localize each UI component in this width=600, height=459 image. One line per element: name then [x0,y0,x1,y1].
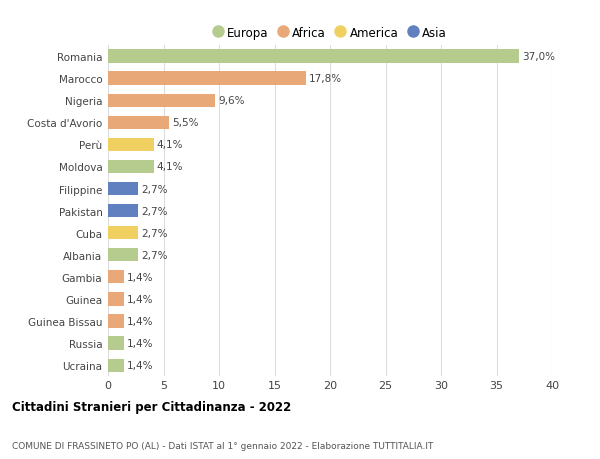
Text: 2,7%: 2,7% [142,228,168,238]
Bar [108,227,138,240]
Legend: Europa, Africa, America, Asia: Europa, Africa, America, Asia [208,22,452,45]
Bar [108,95,215,107]
Bar [108,50,519,63]
Bar [108,139,154,151]
Text: 4,1%: 4,1% [157,162,184,172]
Text: COMUNE DI FRASSINETO PO (AL) - Dati ISTAT al 1° gennaio 2022 - Elaborazione TUTT: COMUNE DI FRASSINETO PO (AL) - Dati ISTA… [12,441,433,450]
Bar [108,271,124,284]
Text: 17,8%: 17,8% [309,74,342,84]
Bar [108,73,305,85]
Text: 9,6%: 9,6% [218,96,244,106]
Text: 2,7%: 2,7% [142,206,168,216]
Text: 2,7%: 2,7% [142,250,168,260]
Text: 37,0%: 37,0% [522,52,555,62]
Bar [108,205,138,218]
Text: 1,4%: 1,4% [127,338,154,348]
Text: 5,5%: 5,5% [172,118,199,128]
Text: 1,4%: 1,4% [127,360,154,370]
Bar [108,315,124,328]
Text: 1,4%: 1,4% [127,272,154,282]
Text: 1,4%: 1,4% [127,294,154,304]
Bar [108,337,124,350]
Bar [108,183,138,196]
Bar [108,293,124,306]
Text: Cittadini Stranieri per Cittadinanza - 2022: Cittadini Stranieri per Cittadinanza - 2… [12,400,291,413]
Text: 2,7%: 2,7% [142,184,168,194]
Bar [108,117,169,129]
Bar [108,249,138,262]
Bar [108,161,154,174]
Text: 1,4%: 1,4% [127,316,154,326]
Bar [108,359,124,372]
Text: 4,1%: 4,1% [157,140,184,150]
